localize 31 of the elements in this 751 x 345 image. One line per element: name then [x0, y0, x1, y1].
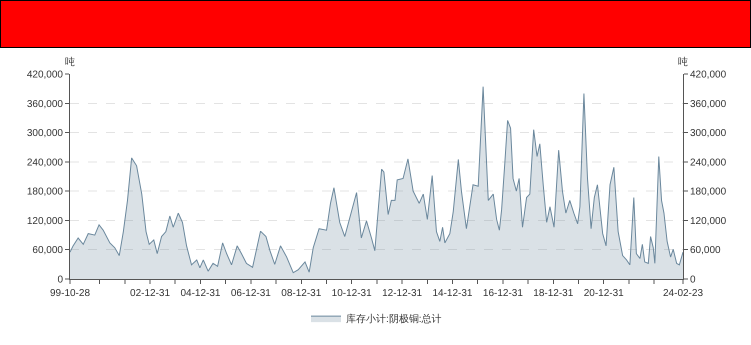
y-tick-label: 420,000 — [26, 70, 64, 80]
x-tick-label: 24-02-23 — [662, 288, 704, 299]
x-tick-label: 12-12-31 — [382, 288, 423, 299]
y-tick-label: 300,000 — [26, 128, 64, 140]
x-tick-label: 18-12-31 — [533, 288, 574, 299]
y2-tick-label: 420,000 — [690, 70, 727, 80]
y2-tick-label: 240,000 — [690, 157, 727, 168]
x-tick-label: 10-12-31 — [332, 288, 372, 299]
y-tick-label: 240,000 — [26, 157, 64, 168]
x-tick-label: 02-12-31 — [130, 288, 170, 299]
y-axis-title: 吨 — [65, 56, 75, 68]
x-tick-label: 16-12-31 — [482, 288, 524, 299]
y2-tick-label: 60,000 — [690, 245, 722, 256]
y-tick-label: 60,000 — [32, 245, 64, 256]
legend-label: 库存小计:阴极铜:总计 — [346, 313, 442, 325]
x-tick-label: 20-12-31 — [584, 288, 624, 299]
y-tick-label: 180,000 — [26, 186, 64, 198]
x-tick-label: 04-12-31 — [180, 288, 221, 299]
x-tick-label: 14-12-31 — [432, 288, 473, 299]
y2-tick-label: 180,000 — [690, 186, 727, 198]
x-tick-label: 99-10-28 — [50, 288, 90, 299]
y2-tick-label: 120,000 — [690, 216, 727, 227]
y2-tick-label: 300,000 — [690, 128, 727, 140]
y-tick-label: 0 — [57, 274, 64, 286]
x-tick-label: 08-12-31 — [281, 288, 322, 299]
y2-tick-label: 0 — [690, 274, 696, 286]
x-tick-label: 06-12-31 — [230, 288, 272, 299]
y2-tick-label: 360,000 — [690, 98, 727, 110]
y2-axis-title: 吨 — [678, 56, 688, 68]
y-tick-label: 360,000 — [26, 98, 64, 110]
y-tick-label: 120,000 — [26, 216, 64, 227]
